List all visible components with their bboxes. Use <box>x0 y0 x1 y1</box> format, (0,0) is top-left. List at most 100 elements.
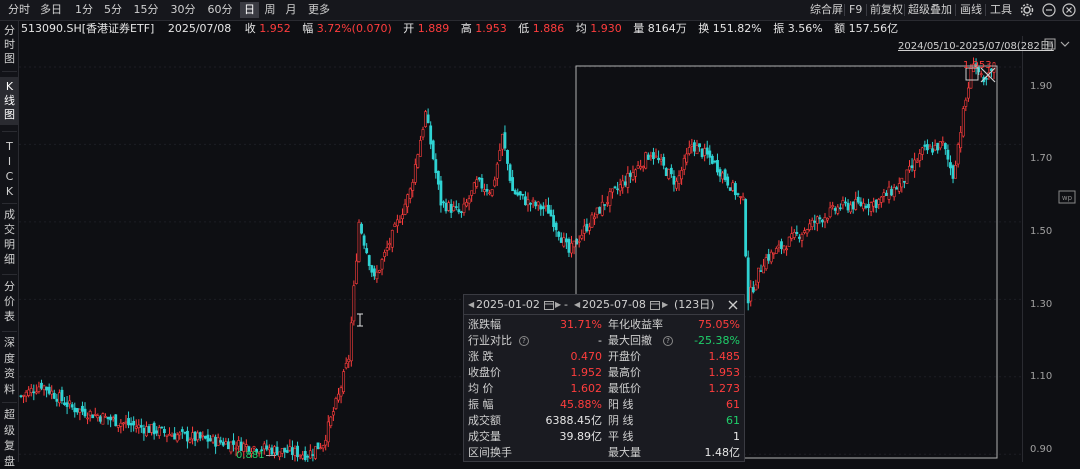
candle <box>219 436 223 445</box>
period-button-15min[interactable]: 15分 <box>133 3 159 16</box>
candle <box>426 108 430 124</box>
sidebar-item-intraday[interactable]: 分时图 <box>4 24 15 65</box>
candle <box>774 246 778 254</box>
period-button-multiday[interactable]: 多日 <box>40 3 62 16</box>
period-button-30min[interactable]: 30分 <box>170 3 196 16</box>
sidebar-item-depth-data[interactable]: 深度资料 <box>4 336 15 396</box>
sidebar-item-tick[interactable]: TICK <box>5 140 14 198</box>
help-icon[interactable]: ? <box>663 336 673 346</box>
close-icon[interactable] <box>728 300 738 310</box>
sidebar-item-price-table[interactable]: 分价表 <box>4 280 15 323</box>
candle <box>746 250 750 311</box>
low-marker-line <box>266 455 276 456</box>
candle-body <box>785 248 788 251</box>
candle-body <box>165 434 169 437</box>
next-start-arrow-icon[interactable]: ▶ <box>555 300 562 309</box>
candle-body <box>331 411 335 416</box>
candle <box>854 191 858 211</box>
period-button-60min[interactable]: 60分 <box>207 3 233 16</box>
candle-body <box>424 111 427 127</box>
period-button-month[interactable]: 月 <box>285 3 297 16</box>
candle-body <box>580 234 584 239</box>
close-icon[interactable] <box>1062 3 1076 17</box>
candle <box>795 225 799 237</box>
period-button-more[interactable]: 更多 <box>308 3 330 16</box>
candle-body <box>470 190 474 196</box>
candle-body <box>219 440 223 443</box>
candle-body <box>751 287 755 293</box>
candle-body <box>150 424 153 433</box>
candle <box>931 141 934 156</box>
calendar-icon[interactable] <box>544 300 554 310</box>
stats-label: 最大量 <box>608 446 641 459</box>
period-button-intraday[interactable]: 分时 <box>8 3 30 16</box>
candle <box>45 386 49 398</box>
composite-screen-button[interactable]: 综合屏 <box>810 3 843 16</box>
range-settings-icon[interactable] <box>1044 38 1056 50</box>
candle <box>431 139 435 161</box>
candle-body <box>777 244 781 248</box>
candle-body <box>600 201 604 216</box>
candle-body <box>639 166 643 169</box>
settings-icon[interactable] <box>1020 3 1034 17</box>
period-button-day[interactable]: 日 <box>240 2 259 18</box>
candle <box>127 411 130 429</box>
draw-line-button[interactable]: 画线 <box>960 3 982 16</box>
minimize-icon[interactable] <box>1042 3 1056 17</box>
candle <box>693 139 696 157</box>
candle <box>411 179 415 198</box>
volume-value: 8164万 <box>647 22 687 35</box>
candle-body <box>649 155 653 158</box>
candle-body <box>552 215 555 227</box>
super-overlay-button[interactable]: 超级叠加 <box>908 3 952 16</box>
prev-end-arrow-icon[interactable]: ◀ <box>574 300 581 309</box>
candle-body <box>454 206 458 208</box>
sidebar-item-super-review[interactable]: 超级复盘 <box>4 408 15 468</box>
quote-info-bar: 513090.SH[香港证券ETF] 2025/07/08 收 1.952 幅 … <box>21 22 898 36</box>
kline-chart[interactable] <box>19 36 1080 462</box>
period-button-week[interactable]: 周 <box>264 3 276 16</box>
end-date[interactable]: 2025-07-08 <box>582 298 646 311</box>
candle <box>406 193 410 214</box>
candle-body <box>55 398 59 402</box>
candle <box>221 437 225 447</box>
candle-body <box>887 186 891 200</box>
candle-body <box>838 207 842 210</box>
candle <box>306 454 310 462</box>
chevron-down-icon[interactable] <box>1060 40 1070 48</box>
sidebar-item-kline[interactable]: K线图 <box>0 77 19 125</box>
help-icon[interactable]: ? <box>519 336 529 346</box>
candle <box>250 447 253 458</box>
candle <box>593 212 596 226</box>
start-date[interactable]: 2025-01-02 <box>476 298 540 311</box>
candle <box>572 240 576 255</box>
candle <box>477 177 481 182</box>
candle <box>949 155 952 176</box>
period-button-1min[interactable]: 1分 <box>75 3 93 16</box>
sidebar-item-trade-detail[interactable]: 成交明细 <box>4 208 15 266</box>
calendar-icon[interactable] <box>650 300 660 310</box>
candle-body <box>485 188 489 192</box>
candle <box>132 416 136 432</box>
candle <box>24 390 28 403</box>
candle <box>188 437 192 444</box>
candle-body <box>721 172 724 180</box>
tools-button[interactable]: 工具 <box>990 3 1012 16</box>
candle-body <box>367 255 371 266</box>
candle-body <box>685 153 689 163</box>
f9-button[interactable]: F9 <box>849 3 863 16</box>
candle-body <box>186 430 189 442</box>
period-button-5min[interactable]: 5分 <box>104 3 122 16</box>
prev-start-arrow-icon[interactable]: ◀ <box>468 300 475 309</box>
candle-body <box>795 231 799 234</box>
forward-adjust-button[interactable]: 前复权 <box>870 3 903 16</box>
candle-body <box>221 441 225 446</box>
candle-body <box>380 259 384 270</box>
next-end-arrow-icon[interactable]: ▶ <box>662 300 669 309</box>
date-range-label[interactable]: 2024/05/10-2025/07/08(282日) <box>898 41 1054 52</box>
candle <box>956 142 960 168</box>
candle-body <box>22 395 25 397</box>
candle <box>255 448 258 455</box>
candle-body <box>792 232 796 238</box>
candle <box>237 436 241 454</box>
